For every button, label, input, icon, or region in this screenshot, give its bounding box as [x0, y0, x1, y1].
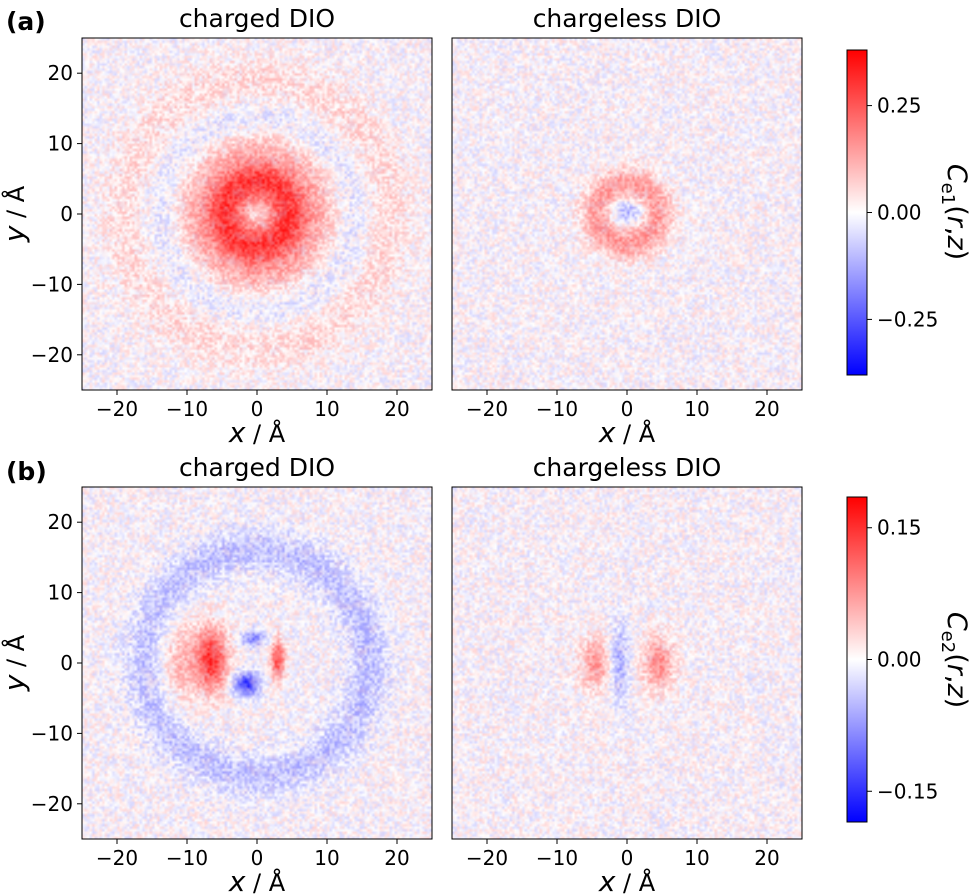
- colorbar-a: 0.25 0.00 −0.25: [846, 49, 938, 376]
- plot-title: charged DIO: [179, 453, 335, 482]
- x-tick-label: 10: [684, 397, 709, 421]
- y-tick-label: 10: [48, 581, 73, 605]
- x-tick-label: −20: [466, 846, 508, 870]
- colorbar-gradient: [846, 49, 868, 376]
- x-tick-label: −10: [166, 846, 208, 870]
- x-axis-label: x / Å: [598, 416, 656, 449]
- y-tick-label: 20: [48, 61, 73, 85]
- panel-label-a: (a): [6, 7, 46, 36]
- y-tick-label: 0: [60, 202, 73, 226]
- colorbar-tick-label: −0.25: [877, 307, 938, 331]
- y-tick-label: 20: [48, 510, 73, 534]
- x-tick-label: 10: [314, 846, 339, 870]
- colorbar-gradient: [846, 496, 868, 823]
- colorbar-label-a: Ce1(r,z): [937, 164, 971, 260]
- x-axis-label: x / Å: [598, 865, 656, 895]
- x-tick-label: −10: [536, 846, 578, 870]
- panel-label-b: (b): [6, 457, 47, 486]
- plot-title: chargeless DIO: [533, 4, 722, 33]
- heatmap-noise: [452, 38, 802, 390]
- x-tick-label: 10: [314, 397, 339, 421]
- heatmap-noise: [452, 487, 802, 839]
- x-tick-label: 0: [251, 846, 264, 870]
- y-axis-label: y / Å: [0, 185, 31, 243]
- y-tick-label: −20: [31, 343, 73, 367]
- heatmap-a-charged: charged DIO −20 −10 0 10 20 −20 −10 0 10 20 x / Å y …: [0, 4, 433, 449]
- x-tick-label: 20: [754, 846, 779, 870]
- x-tick-label: 10: [684, 846, 709, 870]
- colorbar-label-b: Ce2(r,z): [937, 612, 971, 708]
- heatmap-b-chargeless: chargeless DIO −20 −10 0 10 20 x / Å: [451, 453, 803, 895]
- heatmap-noise: [82, 487, 432, 839]
- x-tick-label: −20: [96, 846, 138, 870]
- x-axis-label: x / Å: [228, 865, 286, 895]
- x-tick-label: −20: [466, 397, 508, 421]
- y-axis-label: y / Å: [0, 634, 31, 692]
- plot-title: chargeless DIO: [533, 453, 722, 482]
- y-tick-label: 0: [60, 651, 73, 675]
- plot-title: charged DIO: [179, 4, 335, 33]
- heatmap-a-chargeless: chargeless DIO −20 −10 0 10 20 x / Å: [451, 4, 803, 449]
- y-tick-label: −20: [31, 792, 73, 816]
- x-tick-label: 20: [754, 397, 779, 421]
- y-tick-label: 10: [48, 132, 73, 156]
- y-tick-label: −10: [31, 272, 73, 296]
- x-tick-label: 20: [384, 397, 409, 421]
- y-tick-label: −10: [31, 721, 73, 745]
- x-tick-label: 0: [251, 397, 264, 421]
- colorbar-b: 0.15 0.00 −0.15: [846, 496, 938, 823]
- x-tick-label: −20: [96, 397, 138, 421]
- x-tick-label: 20: [384, 846, 409, 870]
- x-tick-label: −10: [166, 397, 208, 421]
- x-tick-label: −10: [536, 397, 578, 421]
- colorbar-tick-label: 0.00: [877, 201, 922, 225]
- heatmap-b-charged: charged DIO −20 −10 0 10 20 −20 −10 0 10 20 x / Å y …: [0, 453, 433, 895]
- x-tick-label: 0: [621, 846, 634, 870]
- colorbar-tick-label: 0.15: [877, 516, 922, 540]
- heatmap-noise: [82, 38, 432, 390]
- colorbar-tick-label: 0.25: [877, 94, 922, 118]
- x-tick-label: 0: [621, 397, 634, 421]
- x-axis-label: x / Å: [228, 416, 286, 449]
- colorbar-tick-label: 0.00: [877, 648, 922, 672]
- colorbar-tick-label: −0.15: [877, 779, 938, 803]
